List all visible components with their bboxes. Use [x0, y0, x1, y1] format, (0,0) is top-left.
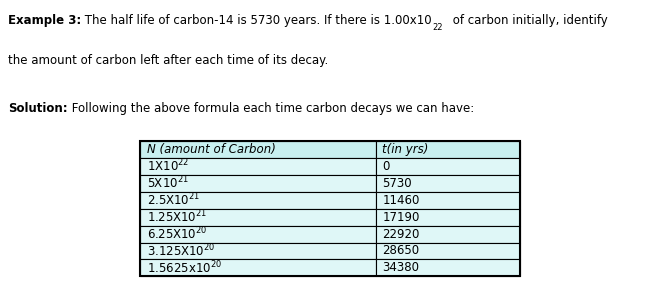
Text: of carbon initially, identify: of carbon initially, identify	[448, 14, 608, 27]
Text: the amount of carbon left after each time of its decay.: the amount of carbon left after each tim…	[8, 54, 328, 67]
Text: 17190: 17190	[382, 211, 420, 224]
Bar	[376, 243, 520, 259]
Text: Example 3:: Example 3:	[8, 14, 81, 27]
Text: The half life of carbon‑14 is 5730 years. If there is 1.00x10: The half life of carbon‑14 is 5730 years…	[81, 14, 432, 27]
Text: N (amount of Carbon): N (amount of Carbon)	[147, 143, 275, 156]
Bar	[140, 209, 376, 226]
Bar	[140, 141, 376, 158]
Text: 28650: 28650	[382, 244, 420, 257]
Text: 34380: 34380	[382, 261, 420, 274]
Text: Following the above formula each time carbon decays we can have:: Following the above formula each time ca…	[67, 102, 474, 114]
Text: 1X10$^{22}$: 1X10$^{22}$	[147, 158, 189, 175]
Text: Solution:: Solution:	[8, 102, 67, 114]
Text: 22920: 22920	[382, 228, 420, 241]
Text: t(in yrs): t(in yrs)	[382, 143, 429, 156]
Bar	[376, 158, 520, 175]
Bar	[140, 175, 376, 192]
Text: 3.125X10$^{20}$: 3.125X10$^{20}$	[147, 243, 215, 259]
Text: 5730: 5730	[382, 177, 412, 190]
Bar	[140, 243, 376, 259]
Text: 1.25X10$^{21}$: 1.25X10$^{21}$	[147, 209, 207, 225]
Bar	[376, 259, 520, 276]
Text: 1.5625x10$^{20}$: 1.5625x10$^{20}$	[147, 260, 221, 276]
Bar	[376, 226, 520, 243]
Bar	[376, 175, 520, 192]
Text: 22: 22	[432, 23, 442, 32]
Text: 11460: 11460	[382, 194, 420, 207]
Bar	[140, 141, 520, 276]
Bar	[376, 209, 520, 226]
Text: 0: 0	[382, 160, 390, 173]
Text: 2.5X10$^{21}$: 2.5X10$^{21}$	[147, 192, 200, 208]
Bar	[376, 141, 520, 158]
Bar	[140, 158, 376, 175]
Bar	[140, 192, 376, 209]
Text: 5X10$^{21}$: 5X10$^{21}$	[147, 175, 189, 191]
Text: 6.25X10$^{20}$: 6.25X10$^{20}$	[147, 226, 207, 242]
Bar	[140, 226, 376, 243]
Bar	[140, 259, 376, 276]
Bar	[376, 192, 520, 209]
